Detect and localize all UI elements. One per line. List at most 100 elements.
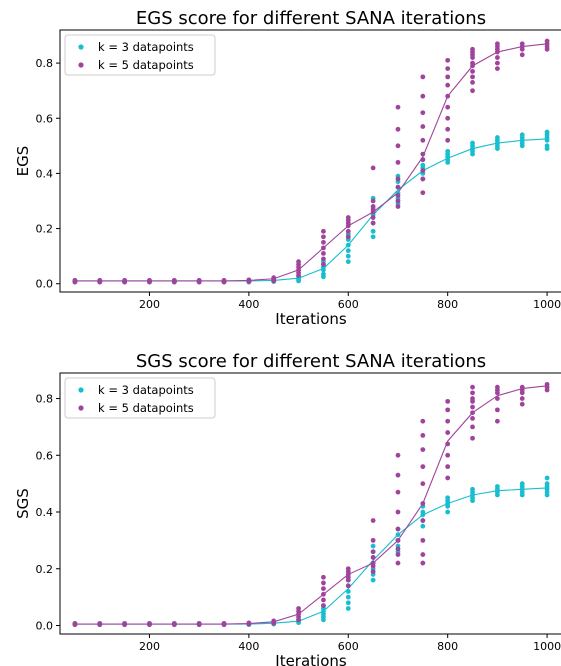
data-point (420, 74, 426, 80)
data-point (420, 433, 426, 438)
legend: k = 3 datapoints k = 5 datapoints (64, 34, 216, 76)
data-point (395, 532, 401, 538)
data-point (420, 162, 426, 168)
data-point (420, 552, 426, 557)
data-point (370, 198, 376, 204)
data-point (445, 93, 451, 99)
data-point (470, 46, 475, 52)
data-point (470, 88, 475, 94)
x-tick-label: 200 (139, 298, 160, 311)
data-point (321, 245, 326, 251)
data-point (470, 384, 475, 390)
data-point (494, 41, 500, 47)
data-point (321, 597, 326, 603)
data-point (370, 215, 376, 220)
data-point (296, 259, 301, 265)
x-tick-label: 400 (238, 640, 259, 653)
chart-panel-2: SGS score for different SANA iterations 2… (14, 351, 561, 666)
data-point (445, 115, 451, 121)
y-tick-label: 0.8 (36, 57, 54, 70)
data-point (271, 275, 277, 281)
data-point (420, 501, 426, 506)
data-point (345, 594, 351, 600)
x-tick-label: 800 (437, 298, 458, 311)
chart-title: EGS score for different SANA iterations (136, 8, 486, 29)
data-point (494, 418, 500, 424)
legend-box (64, 34, 216, 76)
plot-frame (59, 372, 561, 635)
data-point (321, 239, 326, 245)
data-point (395, 552, 401, 557)
data-point (321, 580, 326, 586)
data-point (470, 396, 475, 401)
data-point (445, 407, 451, 413)
data-point (445, 137, 451, 143)
data-point (171, 278, 177, 283)
data-point (395, 560, 401, 566)
x-axis-label: Iterations (275, 310, 347, 328)
data-point (370, 234, 376, 240)
data-point (370, 537, 376, 543)
data-point (246, 277, 252, 283)
data-point (395, 184, 401, 190)
data-point (445, 418, 451, 424)
data-point (345, 234, 351, 240)
data-point (445, 148, 451, 154)
data-point (470, 68, 475, 74)
data-point (321, 256, 326, 262)
data-point (395, 193, 401, 198)
data-point (345, 606, 351, 611)
data-point (544, 475, 550, 481)
data-point (271, 618, 277, 624)
data-point (470, 390, 475, 396)
data-point (519, 384, 525, 390)
data-point (420, 537, 426, 543)
data-point (445, 475, 451, 481)
legend-marker (78, 405, 84, 411)
x-tick-label: 1000 (533, 640, 561, 653)
data-point (494, 55, 500, 60)
data-point (445, 430, 451, 435)
legend-marker (78, 387, 84, 393)
data-point (321, 603, 326, 609)
y-tick-label: 0.8 (36, 393, 54, 406)
data-point (345, 228, 351, 234)
y-tick-label: 0.4 (36, 506, 54, 519)
data-point (321, 262, 326, 267)
data-point (470, 410, 475, 416)
data-point (395, 104, 401, 110)
data-point (494, 384, 500, 390)
y-tick-label: 0.6 (36, 449, 54, 462)
data-point (395, 143, 401, 149)
y-tick-label: 0.2 (36, 223, 54, 236)
data-point (445, 66, 451, 72)
legend-entry: k = 3 datapoints (98, 40, 194, 54)
data-point (221, 621, 227, 626)
data-point (72, 278, 78, 283)
data-point (445, 398, 451, 404)
data-point (122, 621, 128, 626)
data-point (470, 435, 475, 441)
data-point (370, 555, 376, 560)
data-point (395, 546, 401, 552)
data-point (445, 495, 451, 501)
data-point (494, 66, 500, 72)
data-point (420, 110, 426, 116)
y-tick-label: 0.4 (36, 167, 54, 180)
data-point (370, 165, 376, 171)
data-point (420, 464, 426, 470)
data-point (494, 484, 500, 489)
data-point (470, 424, 475, 430)
y-axis-label: SGS (14, 488, 32, 519)
data-point (420, 560, 426, 566)
data-point (97, 278, 103, 283)
data-point (420, 168, 426, 174)
data-point (445, 104, 451, 110)
data-point (370, 543, 376, 549)
data-point (470, 404, 475, 410)
data-point (395, 526, 401, 532)
data-point (321, 250, 326, 256)
y-axis-label: EGS (14, 146, 32, 177)
data-point (370, 577, 376, 583)
